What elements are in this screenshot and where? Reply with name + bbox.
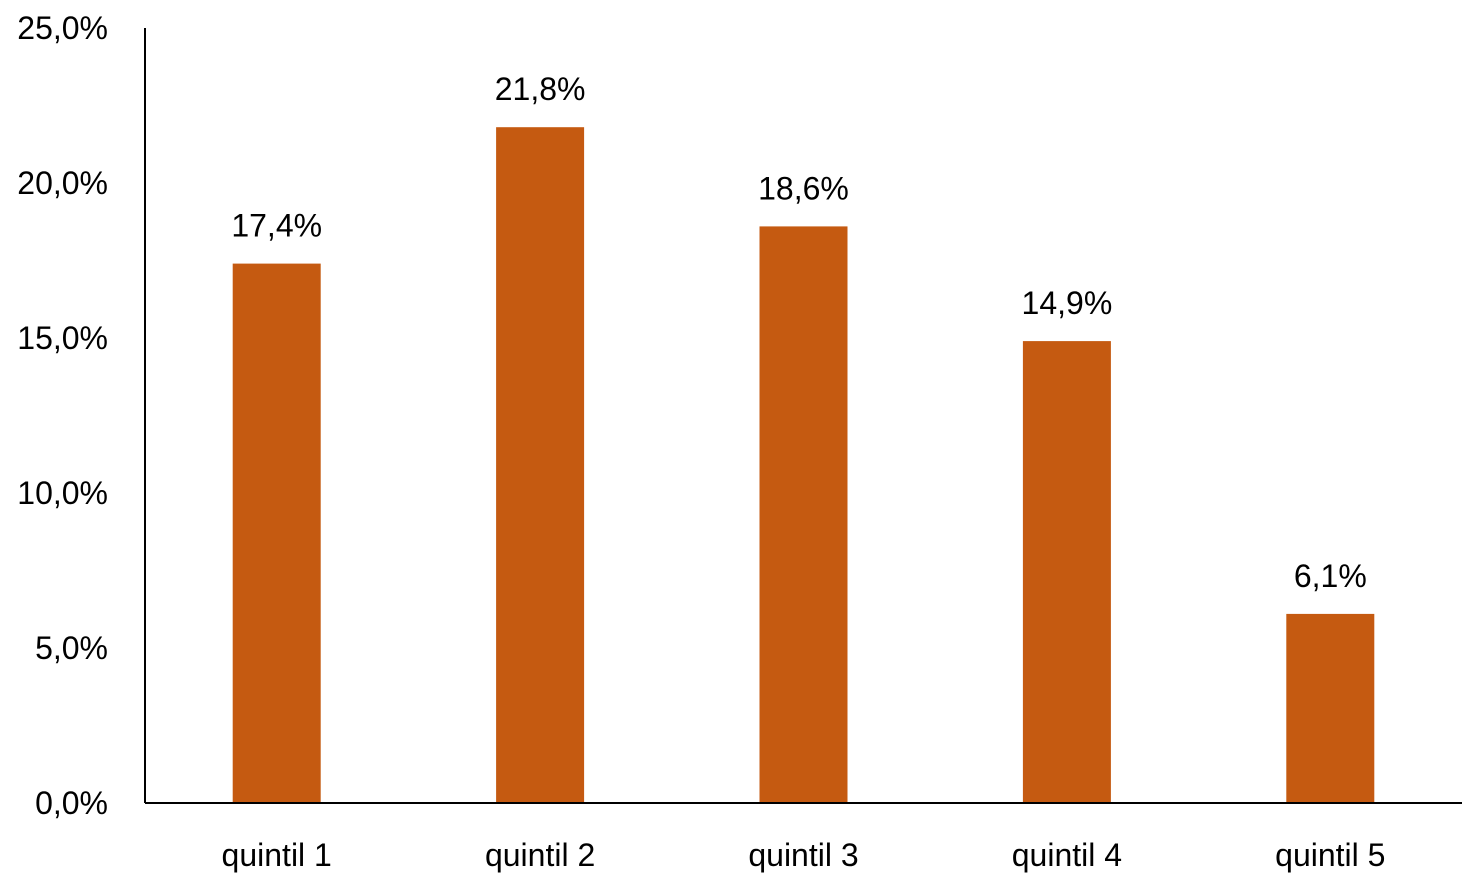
- y-tick-label: 20,0%: [17, 165, 108, 201]
- y-tick-label: 10,0%: [17, 475, 108, 511]
- y-axis-tick-labels: 0,0% 5,0% 10,0% 15,0% 20,0% 25,0%: [17, 10, 108, 821]
- x-tick-label: quintil 2: [485, 837, 595, 873]
- bar: [232, 263, 321, 804]
- x-tick-label: quintil 1: [222, 837, 332, 873]
- x-tick-label: quintil 5: [1275, 837, 1385, 873]
- x-axis-tick-labels: quintil 1 quintil 2 quintil 3 quintil 4 quin…: [222, 837, 1386, 873]
- bar: [1286, 613, 1375, 803]
- bar-data-label: 18,6%: [758, 170, 849, 206]
- x-tick-label: quintil 3: [748, 837, 858, 873]
- bar: [496, 127, 585, 803]
- y-tick-label: 25,0%: [17, 10, 108, 46]
- bar: [1022, 341, 1111, 803]
- bar-data-label: 6,1%: [1294, 558, 1367, 594]
- bar-data-label: 17,4%: [231, 208, 322, 244]
- y-tick-label: 15,0%: [17, 320, 108, 356]
- bar: [759, 226, 848, 803]
- bar-data-label: 21,8%: [495, 71, 586, 107]
- data-labels: 17,4% 21,8% 18,6% 14,9% 6,1%: [231, 71, 1366, 594]
- bars: [232, 127, 1375, 804]
- bar-data-label: 14,9%: [1022, 285, 1113, 321]
- y-tick-label: 0,0%: [35, 785, 108, 821]
- y-tick-label: 5,0%: [35, 630, 108, 666]
- x-tick-label: quintil 4: [1012, 837, 1122, 873]
